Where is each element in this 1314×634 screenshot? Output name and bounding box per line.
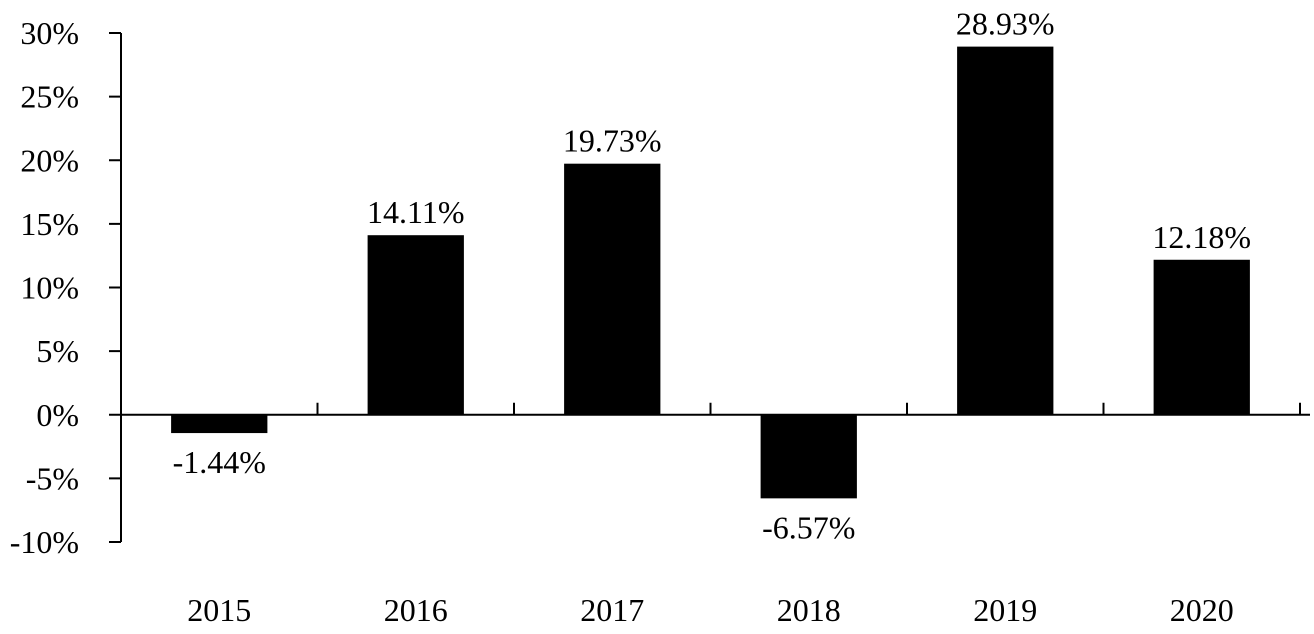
x-tick-label: 2019 [973,592,1037,628]
bar-2019 [957,46,1054,415]
data-label-2020: 12.18% [1152,219,1251,255]
y-tick-label: -10% [10,524,79,560]
y-tick-label: 5% [36,333,79,369]
data-label-2019: 28.93% [956,6,1055,42]
data-label-2016: 14.11% [367,194,464,230]
y-tick-label: 0% [36,397,79,433]
y-axis: 30% 25% 20% 15% 10% 5% 0% -5% -10% [10,15,122,560]
x-axis: 2015 2016 2017 2018 2019 2020 [121,402,1310,628]
bar-2015 [171,414,268,434]
x-tick-label: 2015 [187,592,251,628]
x-tick-label: 2018 [777,592,841,628]
x-tick-label: 2020 [1170,592,1234,628]
y-tick-label: 25% [20,79,79,115]
y-tick-label: -5% [26,460,79,496]
data-label-2018: -6.57% [762,509,855,545]
bar-2018 [760,414,857,499]
data-labels: -1.44% 14.11% 19.73% -6.57% 28.93% 12.18% [173,6,1251,546]
y-tick-label: 30% [20,15,79,51]
bar-2017 [564,163,661,415]
x-tick-label: 2017 [580,592,644,628]
data-label-2017: 19.73% [563,123,662,159]
data-label-2015: -1.44% [173,444,266,480]
y-tick-label: 15% [20,206,79,242]
y-tick-label: 10% [20,270,79,306]
bar-2020 [1153,259,1250,415]
bars [171,46,1250,499]
y-tick-label: 20% [20,142,79,178]
x-tick-label: 2016 [384,592,448,628]
bar-2016 [367,235,464,415]
